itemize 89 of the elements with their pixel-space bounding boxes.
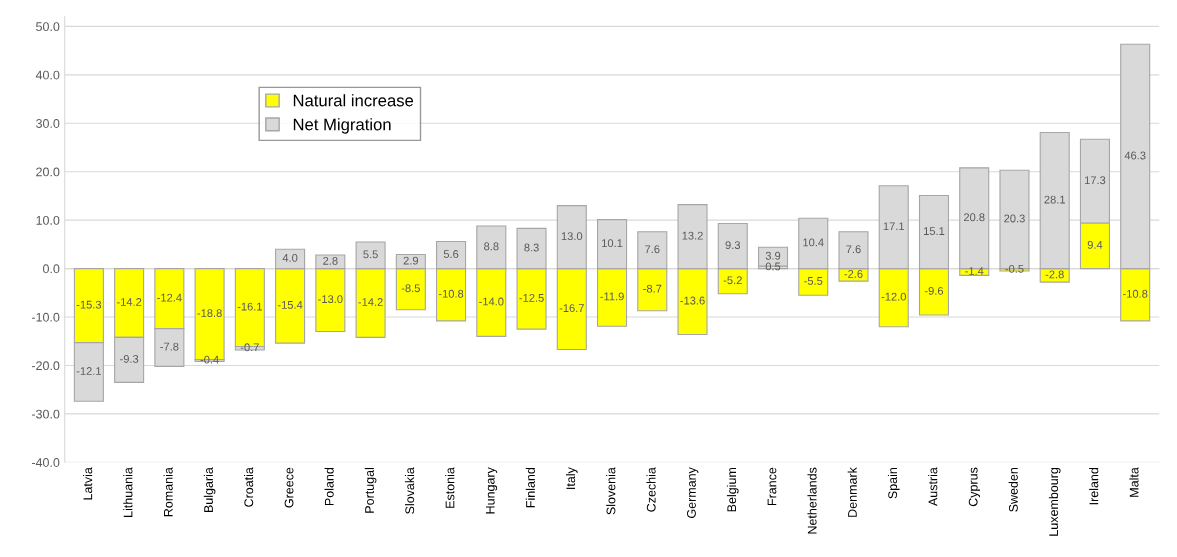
x-tick-label: Lithuania xyxy=(123,467,133,517)
x-tick-label: Sweden xyxy=(1008,467,1018,512)
x-tick-label: Belgium xyxy=(726,467,739,512)
y-tick-label: -10.0 xyxy=(31,312,60,322)
data-label: 13.2 xyxy=(682,231,703,240)
x-tick-label: Slovakia xyxy=(405,467,415,514)
x-tick-label: Ireland xyxy=(1089,467,1099,505)
data-label: -12.5 xyxy=(519,293,544,302)
data-label: -16.1 xyxy=(237,302,262,311)
data-label: -12.0 xyxy=(881,292,906,301)
x-tick-label: Hungary xyxy=(485,467,498,514)
data-label: 3.9 xyxy=(765,251,781,260)
y-tick-label: -30.0 xyxy=(31,409,60,419)
x-tick-label: Spain xyxy=(887,467,900,499)
data-label: -5.2 xyxy=(723,276,742,285)
data-label: -2.6 xyxy=(844,269,863,278)
data-label: 9.4 xyxy=(1087,240,1103,249)
data-label: -10.8 xyxy=(1123,289,1148,298)
data-label: 2.9 xyxy=(403,256,419,265)
data-label: -13.0 xyxy=(318,295,343,304)
data-label: -8.7 xyxy=(643,284,662,293)
data-label: 7.6 xyxy=(846,245,861,254)
data-label: -16.7 xyxy=(559,304,584,312)
data-label: -12.1 xyxy=(76,367,101,375)
data-label: -14.2 xyxy=(358,298,383,306)
x-tick-label: Slovenia xyxy=(606,467,616,515)
data-label: -8.5 xyxy=(401,284,420,293)
y-tick-label: 10.0 xyxy=(36,215,60,225)
data-label: -13.6 xyxy=(680,296,705,305)
data-label: 17.1 xyxy=(883,222,905,231)
x-tick-label: Finland xyxy=(525,467,535,508)
data-label: 20.3 xyxy=(1004,214,1025,223)
x-tick-label: Germany xyxy=(687,467,699,518)
y-tick-label: 50.0 xyxy=(36,22,60,32)
data-label: 9.3 xyxy=(725,241,740,250)
x-tick-label: Romania xyxy=(163,467,173,517)
data-label: 15.1 xyxy=(924,227,945,235)
y-tick-label: 40.0 xyxy=(35,70,60,80)
data-label: -5.5 xyxy=(804,277,823,285)
legend-label: Net Migration xyxy=(293,118,391,134)
data-label: 5.5 xyxy=(363,250,378,259)
y-tick-label: 20.0 xyxy=(36,167,60,177)
legend-label: Natural increase xyxy=(293,94,414,107)
x-tick-label: Malta xyxy=(1129,467,1139,497)
data-label: -14.0 xyxy=(479,297,504,306)
data-label: -2.8 xyxy=(1045,270,1064,279)
data-label: 28.1 xyxy=(1044,195,1065,204)
data-label: 8.3 xyxy=(524,243,539,252)
y-tick-label: 30.0 xyxy=(36,119,60,128)
y-tick-label: -40.0 xyxy=(31,458,60,467)
x-tick-label: Latvia xyxy=(83,467,93,500)
x-tick-label: Czechia xyxy=(646,467,656,512)
x-tick-label: Estonia xyxy=(445,467,455,508)
x-tick-label: Cyprus xyxy=(968,467,981,507)
data-label: -9.6 xyxy=(924,286,944,295)
x-tick-label: Portugal xyxy=(364,468,377,513)
x-tick-label: France xyxy=(767,467,777,506)
x-tick-label: Greece xyxy=(284,467,294,508)
x-tick-label: Netherlands xyxy=(807,467,817,534)
data-label: 20.8 xyxy=(963,213,985,222)
data-label: 10.1 xyxy=(602,239,623,248)
data-label: 17.3 xyxy=(1084,176,1106,185)
data-label: -15.4 xyxy=(277,301,303,309)
data-label: -12.4 xyxy=(157,293,182,302)
x-tick-label: Croatia xyxy=(244,467,254,507)
x-tick-label: Italy xyxy=(565,467,578,489)
data-label: 46.3 xyxy=(1124,151,1146,160)
data-label: 10.4 xyxy=(803,238,824,247)
y-tick-label: -20.0 xyxy=(31,361,60,371)
data-label: -14.2 xyxy=(116,298,142,306)
data-label: 7.6 xyxy=(645,245,660,254)
data-label: 8.8 xyxy=(484,242,499,251)
y-tick-label: 0.0 xyxy=(42,264,60,274)
data-label: 2.8 xyxy=(323,256,338,265)
data-label: -18.8 xyxy=(197,309,222,318)
data-label: -15.3 xyxy=(76,300,102,309)
data-label: -9.3 xyxy=(120,354,139,363)
x-tick-label: Denmark xyxy=(847,467,857,517)
x-tick-label: Bulgaria xyxy=(203,467,216,513)
data-label: 13.0 xyxy=(561,232,583,241)
x-tick-label: Poland xyxy=(324,467,334,506)
x-tick-label: Luxembourg xyxy=(1048,467,1061,536)
data-label: 4.0 xyxy=(282,254,298,262)
data-label: -10.8 xyxy=(438,289,464,298)
data-label: 5.6 xyxy=(443,250,459,258)
data-label: -7.8 xyxy=(160,342,179,351)
x-tick-label: Austria xyxy=(928,467,938,507)
data-label: -11.9 xyxy=(600,292,624,301)
data-label: -1.4 xyxy=(965,267,984,275)
